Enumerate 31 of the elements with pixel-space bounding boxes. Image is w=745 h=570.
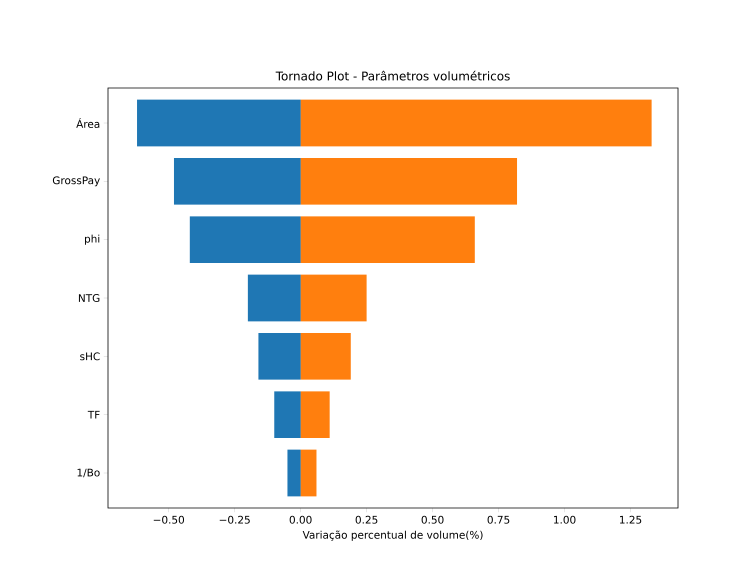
x-tick-label: 0.00 bbox=[290, 516, 312, 524]
bar bbox=[300, 100, 652, 146]
y-tick-label: GrossPay bbox=[52, 176, 100, 186]
bar bbox=[287, 450, 301, 496]
chart-title: Tornado Plot - Parâmetros volumétricos bbox=[276, 70, 510, 81]
bar bbox=[300, 216, 475, 264]
bar bbox=[274, 391, 301, 438]
y-tick-label: TF bbox=[88, 410, 100, 418]
bar bbox=[300, 450, 316, 496]
x-tick-label: 1.00 bbox=[554, 516, 576, 524]
bar bbox=[300, 333, 351, 380]
bar bbox=[248, 274, 301, 322]
y-tick-label: phi bbox=[85, 234, 100, 245]
bar bbox=[300, 158, 518, 205]
x-tick-label: −0.25 bbox=[220, 516, 250, 524]
bar bbox=[137, 100, 301, 146]
y-tick-label: NTG bbox=[78, 294, 100, 302]
bar bbox=[300, 391, 330, 438]
bar bbox=[258, 333, 301, 380]
bar bbox=[300, 274, 367, 322]
bar bbox=[174, 158, 301, 205]
bar bbox=[190, 216, 301, 264]
x-tick-label: −0.50 bbox=[154, 516, 184, 524]
x-tick-label: 1.25 bbox=[620, 516, 642, 524]
x-tick-label: 0.50 bbox=[422, 516, 444, 524]
y-tick-label: Área bbox=[76, 118, 100, 128]
x-tick-label: 0.25 bbox=[356, 516, 378, 524]
x-axis-title: Variação percentual de volume(%) bbox=[302, 530, 483, 541]
y-tick-label: 1/Bo bbox=[78, 468, 100, 478]
y-tick-label: sHC bbox=[80, 352, 100, 360]
x-tick-label: 0.75 bbox=[488, 516, 510, 524]
